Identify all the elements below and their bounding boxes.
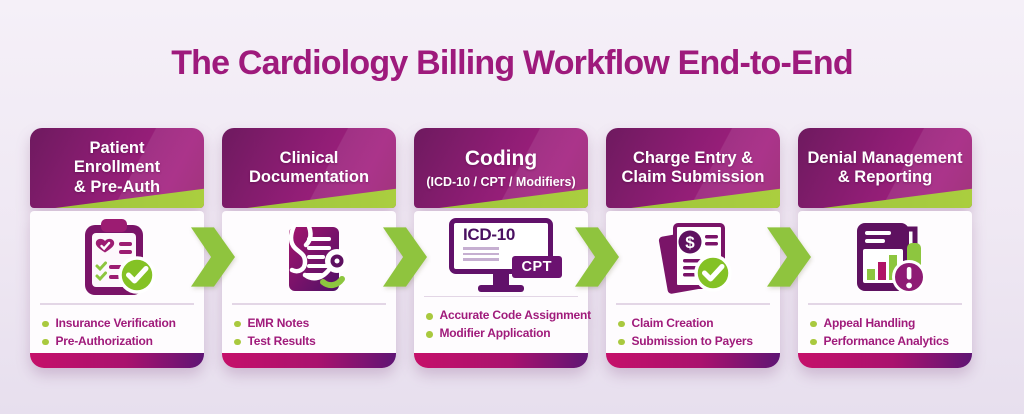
card-title: Clinical Documentation: [248, 148, 370, 186]
clipboard-check-icon: [30, 211, 204, 303]
icd10-label: ICD-10: [463, 225, 516, 245]
card-coding: Coding (ICD-10 / CPT / Modifiers) ICD-10…: [414, 128, 591, 368]
flow-arrow: [575, 128, 619, 368]
monitor-base: [478, 285, 524, 293]
green-wedge-accent: [431, 188, 588, 208]
monitor-screen: ICD-10 CPT: [449, 218, 562, 279]
bullet-text: Appeal Handling: [823, 315, 916, 330]
bullet-item: Modifier Application: [426, 326, 582, 340]
divider: [424, 295, 578, 297]
flow-arrow: [383, 128, 427, 368]
card-patient-enrollment-pre-auth: Patient Enrollment & Pre-Auth: [30, 128, 204, 368]
bullet-item: Insurance Verification: [42, 316, 198, 330]
svg-text:$: $: [685, 233, 695, 252]
card-title: Patient Enrollment & Pre-Auth: [73, 139, 161, 196]
chevron-right-arrow-icon: [191, 227, 235, 287]
bullet-item: Submission to Payers: [618, 334, 774, 348]
bullet-list: Insurance Verification Pre-Authorization: [30, 305, 204, 361]
page-title: The Cardiology Billing Workflow End-to-E…: [171, 44, 853, 82]
card-charge-entry-claim-submission: Charge Entry & Claim Submission $: [606, 128, 780, 368]
flow-arrow: [191, 128, 235, 368]
card-body: $ Claim Creation: [606, 211, 780, 353]
bullet-list: Claim Creation Submission to Payers: [606, 305, 780, 361]
bullet-dot-icon: [42, 320, 49, 327]
card-footer-bar: [606, 353, 780, 368]
bullet-item: Appeal Handling: [810, 316, 966, 330]
bullet-dot-icon: [42, 338, 49, 345]
cpt-badge: CPT: [511, 256, 562, 279]
bullet-dot-icon: [426, 331, 433, 338]
bullet-item: Claim Creation: [618, 316, 774, 330]
bullet-text: Accurate Code Assignment: [439, 308, 592, 322]
card-header: Coding (ICD-10 / CPT / Modifiers): [414, 128, 588, 208]
divider: [808, 303, 962, 305]
card-body: Appeal Handling Performance Analytics: [798, 211, 972, 353]
bullet-dot-icon: [618, 320, 625, 327]
card-header: Charge Entry & Claim Submission: [606, 128, 780, 208]
bullet-dot-icon: [234, 320, 241, 327]
bullet-dot-icon: [618, 338, 625, 345]
card-title: Charge Entry & Claim Submission: [621, 148, 765, 186]
divider: [232, 303, 386, 305]
card-header: Clinical Documentation: [222, 128, 396, 208]
monitor-icon: ICD-10 CPT: [449, 218, 562, 293]
card-clinical-documentation: Clinical Documentation: [222, 128, 396, 368]
bullet-text: EMR Notes: [247, 315, 310, 330]
bullet-text: Pre-Authorization: [55, 333, 153, 348]
divider: [40, 303, 194, 305]
chevron-right-arrow-icon: [383, 227, 427, 287]
bullet-item: Test Results: [234, 334, 390, 348]
divider: [616, 303, 770, 305]
bullet-list: EMR Notes Test Results: [222, 305, 396, 361]
bullet-text: Modifier Application: [439, 326, 551, 340]
monitor-coding-icon: ICD-10 CPT: [414, 211, 588, 296]
card-footer-bar: [222, 353, 396, 368]
bullet-text: Performance Analytics: [823, 333, 950, 348]
green-wedge-accent: [623, 188, 780, 208]
report-alert-icon: [798, 211, 972, 303]
flow-arrow: [767, 128, 811, 368]
card-footer-bar: [798, 353, 972, 368]
bullet-text: Submission to Payers: [631, 333, 754, 348]
workflow-cards-row: Patient Enrollment & Pre-Auth: [30, 128, 972, 368]
bullet-item: EMR Notes: [234, 316, 390, 330]
bullet-dot-icon: [810, 338, 817, 345]
card-title: Coding: [464, 147, 538, 171]
invoice-check-icon: $: [606, 211, 780, 303]
card-subtitle: (ICD-10 / CPT / Modifiers): [426, 174, 576, 189]
bullet-item: Pre-Authorization: [42, 334, 198, 348]
card-header: Denial Management & Reporting: [798, 128, 972, 208]
chevron-right-arrow-icon: [767, 227, 811, 287]
card-denial-management-reporting: Denial Management & Reporting: [798, 128, 972, 368]
green-wedge-accent: [239, 188, 396, 208]
card-footer-bar: [414, 353, 588, 368]
screen-text-lines: [463, 247, 548, 261]
bullet-item: Accurate Code Assignment: [426, 308, 591, 322]
chevron-right-arrow-icon: [575, 227, 619, 287]
bullet-text: Insurance Verification: [55, 315, 177, 330]
bullet-list: Appeal Handling Performance Analytics: [798, 305, 972, 361]
green-wedge-accent: [815, 188, 972, 208]
card-footer-bar: [30, 353, 204, 368]
card-body: Insurance Verification Pre-Authorization: [30, 211, 204, 353]
card-body: EMR Notes Test Results: [222, 211, 396, 353]
bullet-list: Accurate Code Assignment Modifier Applic…: [414, 297, 591, 353]
bullet-dot-icon: [810, 320, 817, 327]
stethoscope-document-icon: [222, 211, 396, 303]
card-header: Patient Enrollment & Pre-Auth: [30, 128, 204, 208]
monitor-stand: [493, 274, 509, 286]
card-title: Denial Management & Reporting: [807, 148, 963, 186]
bullet-dot-icon: [426, 313, 433, 320]
bullet-text: Test Results: [247, 333, 316, 348]
card-body: ICD-10 CPT Accurate Code Assignment: [414, 211, 591, 353]
bullet-text: Claim Creation: [631, 315, 714, 330]
bullet-item: Performance Analytics: [810, 334, 966, 348]
bullet-dot-icon: [234, 338, 241, 345]
